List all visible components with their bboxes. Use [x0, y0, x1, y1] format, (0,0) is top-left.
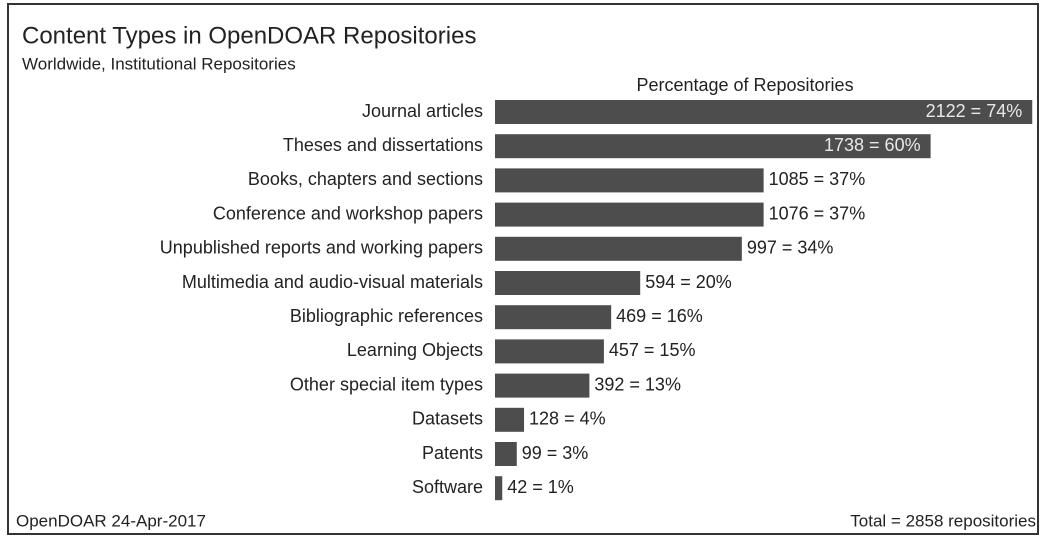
category-label: Datasets — [412, 409, 483, 429]
value-label: 42 = 1% — [507, 477, 574, 497]
axis-title: Percentage of Repositories — [636, 75, 853, 95]
category-label: Multimedia and audio-visual materials — [182, 272, 483, 292]
bar — [495, 373, 590, 398]
value-label: 457 = 15% — [609, 340, 696, 360]
value-label: 1085 = 37% — [769, 169, 866, 189]
bar — [495, 407, 525, 432]
category-label: Software — [412, 477, 483, 497]
chart-title: Content Types in OpenDOAR Repositories — [22, 22, 476, 49]
source: OpenDOAR 24-Apr-2017 — [16, 511, 206, 530]
bar — [495, 339, 604, 364]
bar — [495, 202, 764, 227]
note: Total = 2858 repositories — [850, 511, 1036, 530]
bar — [495, 168, 764, 193]
category-label: Other special item types — [290, 374, 483, 394]
category-label: Learning Objects — [347, 340, 483, 360]
chart-frame — [7, 3, 1039, 535]
bar — [495, 476, 503, 501]
value-label: 128 = 4% — [529, 409, 606, 429]
bar — [495, 134, 931, 159]
chart-subtitle: Worldwide, Institutional Repositories — [22, 54, 296, 73]
bar — [495, 305, 612, 330]
bar — [495, 236, 742, 261]
value-label: 1738 = 60% — [824, 135, 921, 155]
value-label: 392 = 13% — [594, 374, 681, 394]
category-label: Bibliographic references — [290, 306, 483, 326]
bar — [495, 271, 641, 295]
value-label: 594 = 20% — [645, 272, 732, 292]
value-label: 1076 = 37% — [769, 203, 866, 223]
category-label: Theses and dissertations — [283, 135, 483, 155]
category-label: Journal articles — [362, 101, 483, 121]
value-label: 99 = 3% — [522, 443, 589, 463]
value-label: 469 = 16% — [616, 306, 703, 326]
bar — [495, 442, 517, 466]
category-label: Books, chapters and sections — [248, 169, 483, 189]
bar — [495, 100, 1033, 124]
category-label: Conference and workshop papers — [213, 203, 483, 223]
value-label: 997 = 34% — [747, 238, 834, 258]
value-label: 2122 = 74% — [926, 101, 1023, 121]
category-label: Patents — [422, 443, 483, 463]
category-label: Unpublished reports and working papers — [160, 238, 483, 258]
